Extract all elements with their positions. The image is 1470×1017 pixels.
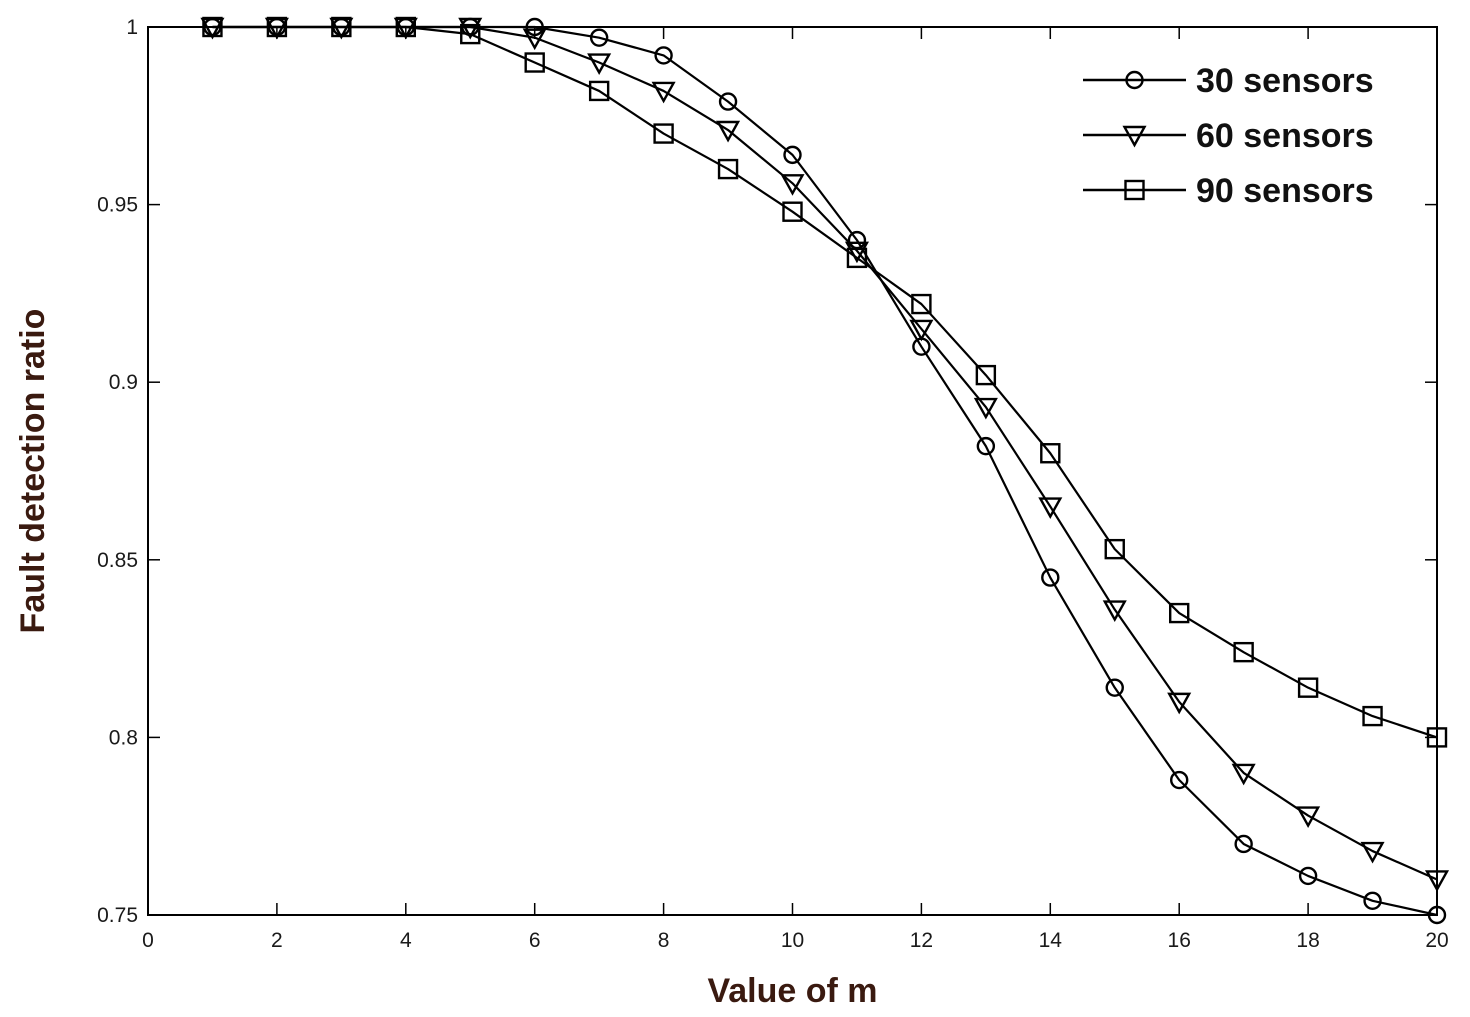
data-point xyxy=(718,92,738,111)
series-line xyxy=(212,25,1438,739)
legend-entry: 60 sensors xyxy=(1083,117,1374,155)
data-point xyxy=(1102,600,1127,622)
data-point xyxy=(1041,568,1060,587)
legend-entry: 90 sensors xyxy=(1083,172,1374,210)
data-point xyxy=(460,23,481,45)
y-tick-label: 0.9 xyxy=(109,371,138,394)
x-tick-label: 8 xyxy=(658,929,670,952)
data-point xyxy=(1231,763,1256,786)
data-point xyxy=(588,80,610,102)
data-point xyxy=(524,52,545,73)
data-point xyxy=(911,293,932,315)
data-point xyxy=(716,120,741,143)
y-tick-label: 1 xyxy=(126,16,138,39)
legend-marker xyxy=(1125,70,1144,90)
legend-label: 90 sensors xyxy=(1196,172,1374,210)
data-point xyxy=(1363,891,1382,910)
data-point xyxy=(1233,641,1254,663)
data-point xyxy=(1104,538,1125,560)
x-tick-label: 12 xyxy=(910,929,933,952)
data-point xyxy=(1105,678,1124,697)
x-tick-label: 16 xyxy=(1168,929,1191,952)
data-point xyxy=(654,46,673,65)
data-point xyxy=(1297,677,1319,698)
data-point xyxy=(909,319,934,342)
legend-marker xyxy=(1122,125,1147,148)
x-tick-label: 10 xyxy=(781,929,804,952)
data-point xyxy=(1296,806,1321,829)
y-tick-label: 0.8 xyxy=(109,726,138,749)
data-point xyxy=(1234,834,1253,854)
legend-entry: 30 sensors xyxy=(1083,62,1374,100)
y-tick-label: 0.75 xyxy=(97,904,138,927)
data-point xyxy=(717,158,739,180)
y-axis-title: Fault detection ratio xyxy=(14,309,52,634)
x-tick-label: 2 xyxy=(271,929,283,952)
y-tick-label: 0.85 xyxy=(97,549,138,572)
data-point xyxy=(844,241,869,264)
data-point xyxy=(1360,841,1385,864)
x-tick-label: 6 xyxy=(529,929,541,952)
data-point xyxy=(1168,602,1190,624)
legend-marker xyxy=(1124,179,1145,201)
data-point xyxy=(1040,443,1061,464)
legend-label: 60 sensors xyxy=(1196,117,1374,155)
data-point xyxy=(1169,770,1189,790)
data-point xyxy=(975,364,997,386)
data-point xyxy=(780,174,805,196)
data-point xyxy=(1362,705,1383,727)
data-point xyxy=(1038,497,1063,519)
data-point xyxy=(653,123,674,144)
legend: 30 sensors 60 sensors 90 sensors xyxy=(1083,62,1374,210)
x-tick-label: 14 xyxy=(1039,929,1063,952)
x-tick-label: 18 xyxy=(1296,929,1319,952)
data-point xyxy=(587,53,612,75)
x-tick-label: 20 xyxy=(1425,929,1448,952)
data-point xyxy=(976,436,996,456)
data-point xyxy=(1298,866,1318,886)
data-point xyxy=(973,397,998,420)
data-point xyxy=(651,81,676,104)
data-point xyxy=(846,247,868,269)
data-point xyxy=(589,28,609,47)
data-point xyxy=(783,145,802,165)
series-3 xyxy=(202,16,1448,748)
data-point xyxy=(782,201,803,222)
y-tick-label: 0.95 xyxy=(97,194,138,217)
tick-layer: 0 2 4 6 8 10 12 14 16 18 20 0.75 0.8 0.85 0.9 0.95 1 xyxy=(97,16,1449,952)
x-axis-title: Value of m xyxy=(707,972,877,1010)
x-tick-label: 4 xyxy=(400,929,412,952)
x-tick-label: 0 xyxy=(142,929,154,952)
legend-label: 30 sensors xyxy=(1196,62,1374,100)
data-point xyxy=(1167,692,1192,715)
